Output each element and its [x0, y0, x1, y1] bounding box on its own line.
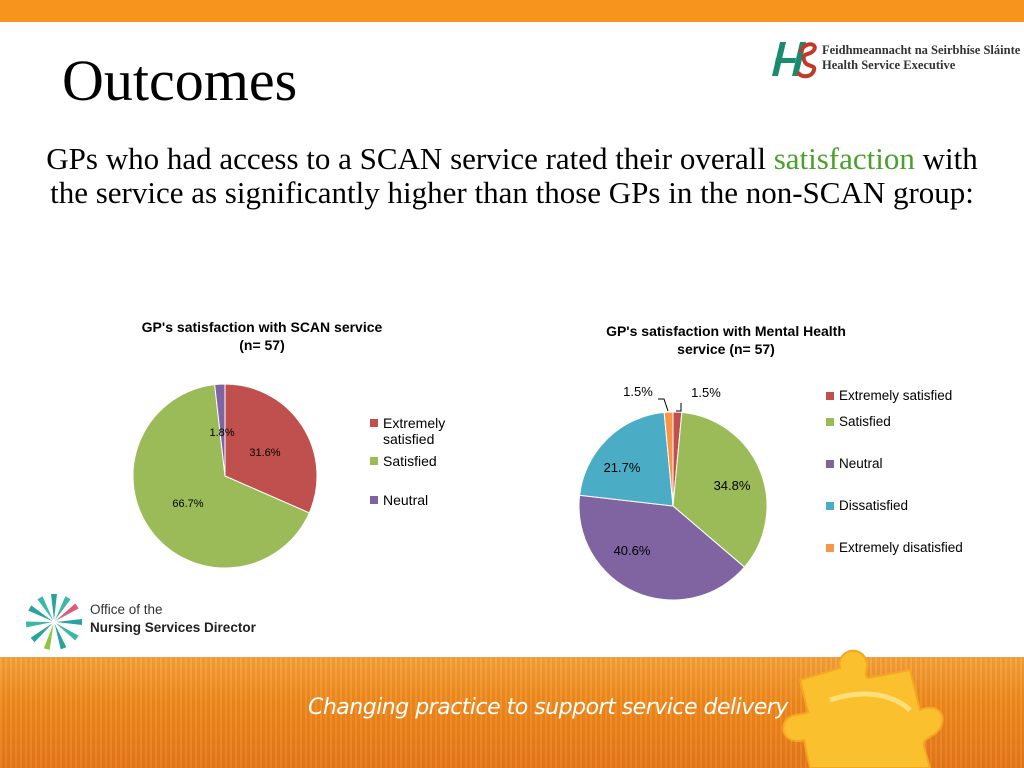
legend-item: Extremely satisfied	[826, 388, 966, 404]
legend-item: Extremely satisfied	[370, 415, 490, 447]
nursing-services-logo: Office of the Nursing Services Director	[22, 588, 262, 652]
legend-swatch	[370, 496, 378, 504]
pie-slice-satisfied	[672, 411, 768, 568]
legend-label: Extremely disatisfied	[839, 540, 963, 555]
chart-title-line1: GP's satisfaction with Mental Health	[606, 323, 846, 339]
data-label: 31.6%	[249, 447, 280, 459]
chart-title-line1: GP's satisfaction with SCAN service	[141, 319, 383, 335]
legend-label: Neutral	[383, 492, 429, 508]
subtitle-highlight: satisfaction	[773, 141, 915, 176]
subtitle-text-after: with the service as significantly higher…	[50, 141, 978, 210]
data-label: 1.8%	[209, 427, 234, 439]
chart-legend: Extremely satisfied Satisfied Neutral Dissa…	[826, 388, 966, 556]
chart-title: GP's satisfaction with Mental Health ser…	[540, 322, 912, 358]
legend-swatch	[826, 392, 834, 400]
legend-swatch	[826, 544, 834, 552]
hse-logo-line2: Health Service Executive	[822, 58, 956, 72]
legend-swatch	[370, 457, 378, 465]
ons-line2: Nursing Services Director	[90, 620, 256, 635]
legend-label: Satisfied	[383, 453, 437, 469]
subtitle-text-before: GPs who had access to a SCAN service rat…	[46, 141, 766, 176]
ons-line1: Office of the	[90, 602, 163, 617]
hse-logo: Feidhmeannacht na Seirbhíse Sláinte Heal…	[766, 36, 1020, 84]
puzzle-piece-icon	[782, 649, 944, 768]
legend-item: Dissatisfied	[826, 498, 966, 514]
legend-item: Satisfied	[826, 414, 966, 430]
data-label: 1.5%	[691, 385, 721, 400]
data-label: 21.7%	[604, 460, 641, 475]
top-accent-bar	[0, 0, 1024, 22]
data-label: 66.7%	[172, 498, 203, 510]
data-label: 34.8%	[714, 478, 751, 493]
legend-label: Neutral	[839, 456, 883, 471]
legend-item: Neutral	[370, 492, 490, 508]
hse-logo-text: Feidhmeannacht na Seirbhíse Sláinte Heal…	[822, 43, 1020, 73]
hse-logo-line1: Feidhmeannacht na Seirbhíse Sláinte	[822, 43, 1021, 57]
pie-slice-satisfied	[132, 384, 310, 569]
legend-swatch	[370, 419, 378, 427]
pie-chart: 31.6% 66.7% 1.8%	[132, 383, 318, 569]
legend-swatch	[826, 502, 834, 510]
chart-title: GP's satisfaction with SCAN service (n= …	[100, 318, 424, 354]
chart-title-line2: service (n= 57)	[677, 341, 775, 357]
legend-label: Satisfied	[839, 414, 891, 429]
pie-chart: 1.5% 34.8% 40.6% 21.7% 1.5%	[578, 384, 768, 601]
legend-label: Extremely satisfied	[383, 415, 446, 447]
pie-slice-neutral	[578, 494, 746, 601]
pie-slice-extremely-satisfied	[224, 383, 318, 514]
data-label: 1.5%	[623, 384, 653, 399]
pie-slice-dissatisfied	[579, 411, 674, 507]
scan-satisfaction-chart: GP's satisfaction with SCAN service (n= …	[100, 310, 500, 600]
starburst-logo-icon	[25, 594, 82, 650]
hse-logo-icon	[772, 42, 817, 79]
legend-item: Neutral	[826, 456, 966, 472]
data-label: 40.6%	[614, 543, 651, 558]
slide-title: Outcomes	[62, 48, 298, 113]
leader-line	[676, 403, 682, 412]
legend-item: Satisfied	[370, 453, 490, 469]
legend-swatch	[826, 418, 834, 426]
legend-label: Extremely satisfied	[839, 388, 953, 403]
footer-tagline: Changing practice to support service del…	[308, 695, 788, 720]
legend-swatch	[826, 460, 834, 468]
slide-subtitle: GPs who had access to a SCAN service rat…	[40, 142, 984, 210]
legend-label: Dissatisfied	[839, 498, 909, 513]
leader-line	[658, 398, 669, 412]
chart-legend: Extremely satisfied Satisfied Neutral	[370, 415, 490, 531]
chart-title-line2: (n= 57)	[239, 337, 285, 353]
mental-health-satisfaction-chart: GP's satisfaction with Mental Health ser…	[540, 315, 980, 615]
nursing-services-logo-text: Office of the Nursing Services Director	[90, 601, 256, 637]
pie-slice-extremely-disatisfied	[663, 411, 674, 507]
legend-item: Extremely disatisfied	[826, 540, 966, 556]
pie-slice-neutral	[214, 383, 226, 477]
